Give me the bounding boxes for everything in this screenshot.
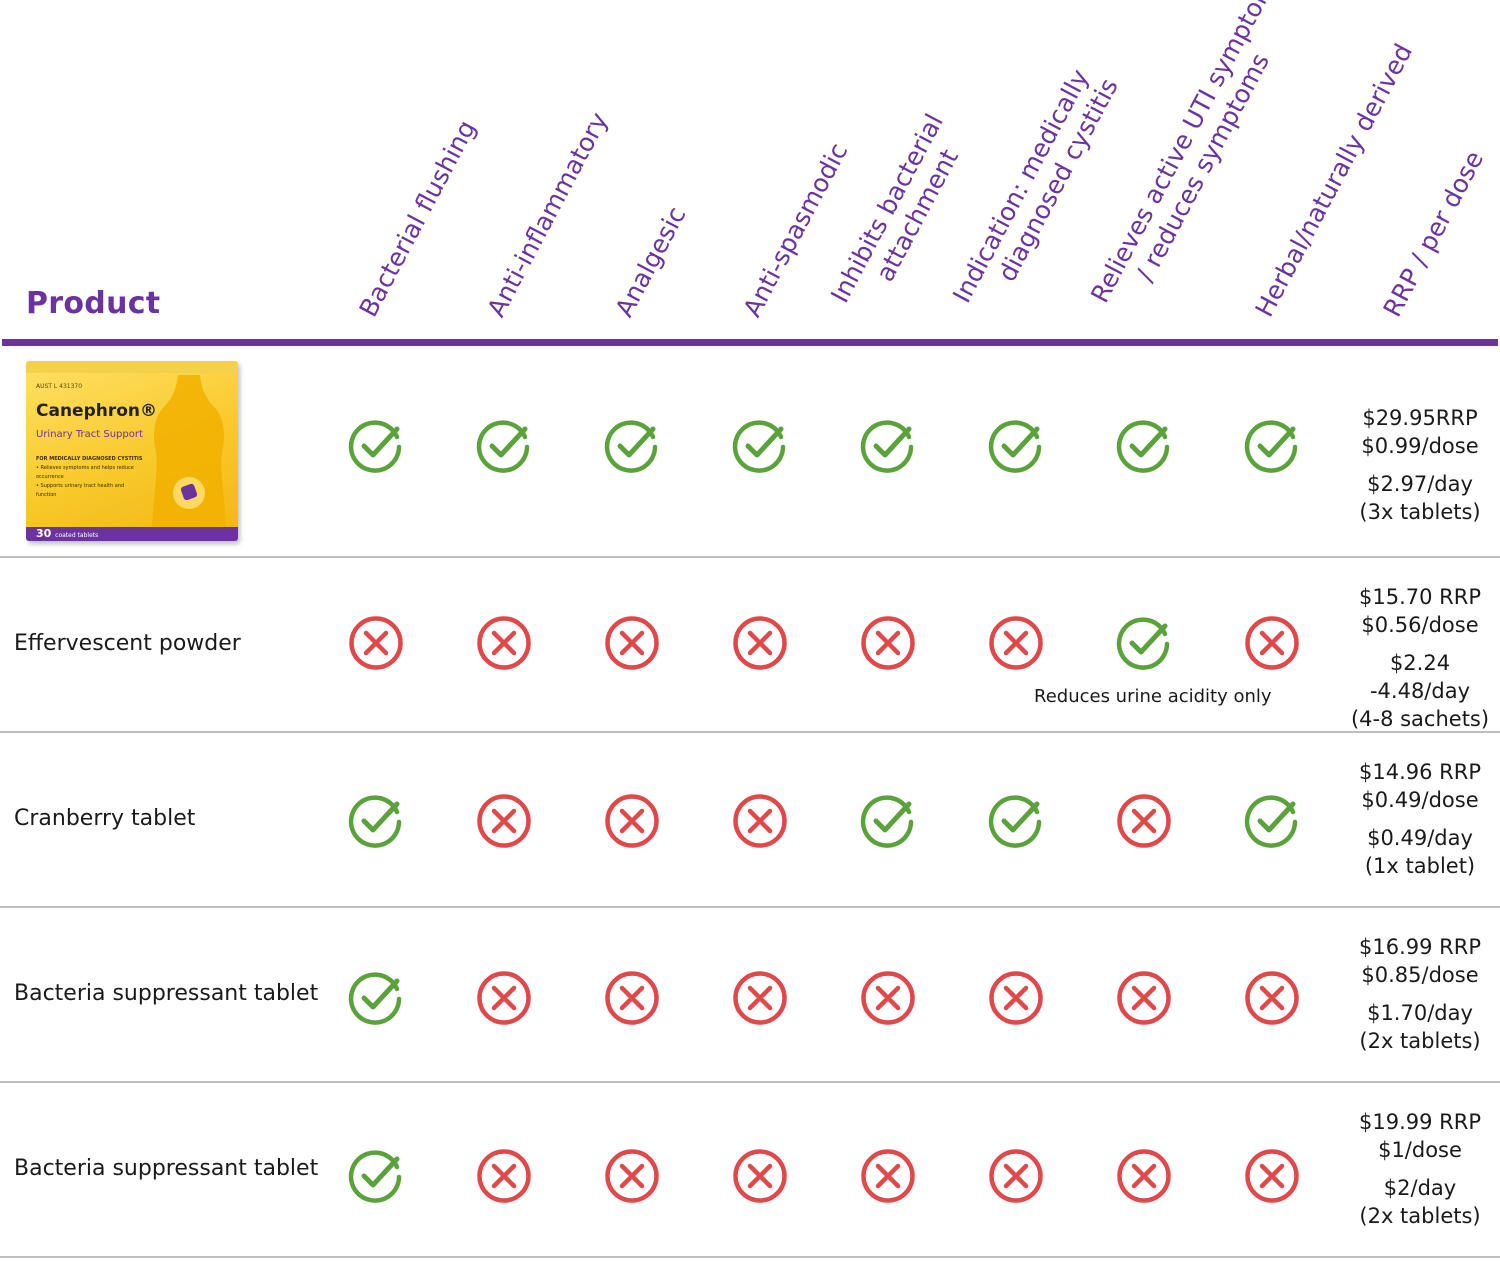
row-label-effervescent-powder: Effervescent powder [14,631,241,656]
check-icon [859,417,917,475]
check-icon [347,969,405,1027]
price-cranberry-tablet: $14.96 RRP $0.49/dose $0.49/day (1x tabl… [1358,760,1481,878]
box-aust-number: AUST L 431370 [36,383,83,390]
check-icon [987,792,1045,850]
cross-icon [475,792,533,850]
cross-icon [731,1147,789,1205]
table-header: Product Bacterial flushing Anti-inflamma… [26,0,1490,322]
canephron-product-image: AUST L 431370 Canephron® Urinary Tract S… [26,361,238,541]
cross-icon [603,1147,661,1205]
price-bacteria-suppressant-1: $16.99 RRP $0.85/dose $1.70/day (2x tabl… [1358,935,1481,1053]
cross-icon [475,1147,533,1205]
cross-icon [475,614,533,672]
check-icon [1115,417,1173,475]
cross-icon [603,614,661,672]
row-label-bacteria-suppressant-1: Bacteria suppressant tablet [14,981,319,1006]
cross-icon [1115,1147,1173,1205]
header-divider [2,339,1498,346]
price-canephron: $29.95RRP $0.99/dose $2.97/day (3x table… [1359,406,1481,524]
cross-icon [1243,614,1301,672]
cross-icon [475,969,533,1027]
note-reduces-urine-acidity: Reduces urine acidity only [1034,686,1272,707]
check-icon [603,417,661,475]
cross-icon [859,969,917,1027]
cross-icon [987,614,1045,672]
row-divider [0,1081,1500,1083]
check-icon [987,417,1045,475]
cross-icon [859,1147,917,1205]
check-icon [347,417,405,475]
row-divider [0,1256,1500,1258]
cross-icon [1115,969,1173,1027]
cross-icon [603,969,661,1027]
row-label-bacteria-suppressant-2: Bacteria suppressant tablet [14,1156,319,1181]
check-icon [1115,614,1173,672]
cross-icon [731,614,789,672]
check-icon [1243,792,1301,850]
box-top-band [26,361,238,373]
box-bottom-band [26,527,238,541]
check-icon [347,792,405,850]
box-brand: Canephron® [36,401,158,421]
row-divider [0,556,1500,558]
cross-icon [987,1147,1045,1205]
check-icon [475,417,533,475]
check-icon [347,1147,405,1205]
cross-icon [731,792,789,850]
cross-icon [347,614,405,672]
cross-icon [1243,969,1301,1027]
box-count: 30 coated tablets [36,527,99,540]
box-subtitle: Urinary Tract Support [36,429,143,440]
cross-icon [603,792,661,850]
check-icon [1243,417,1301,475]
body-silhouette-icon [152,375,226,527]
price-bacteria-suppressant-2: $19.99 RRP $1/dose $2/day (2x tablets) [1358,1110,1481,1228]
cross-icon [1243,1147,1301,1205]
cross-icon [731,969,789,1027]
row-divider [0,731,1500,733]
cross-icon [987,969,1045,1027]
check-icon [731,417,789,475]
check-icon [859,792,917,850]
row-label-cranberry-tablet: Cranberry tablet [14,806,196,831]
price-effervescent-powder: $15.70 RRP $0.56/dose $2.24 -4.48/day (4… [1350,585,1490,731]
box-fine-print: FOR MEDICALLY DIAGNOSED CYSTITIS • Relie… [36,456,143,498]
cross-icon [1115,792,1173,850]
row-divider [0,906,1500,908]
cross-icon [859,614,917,672]
product-column-title: Product [26,286,161,321]
